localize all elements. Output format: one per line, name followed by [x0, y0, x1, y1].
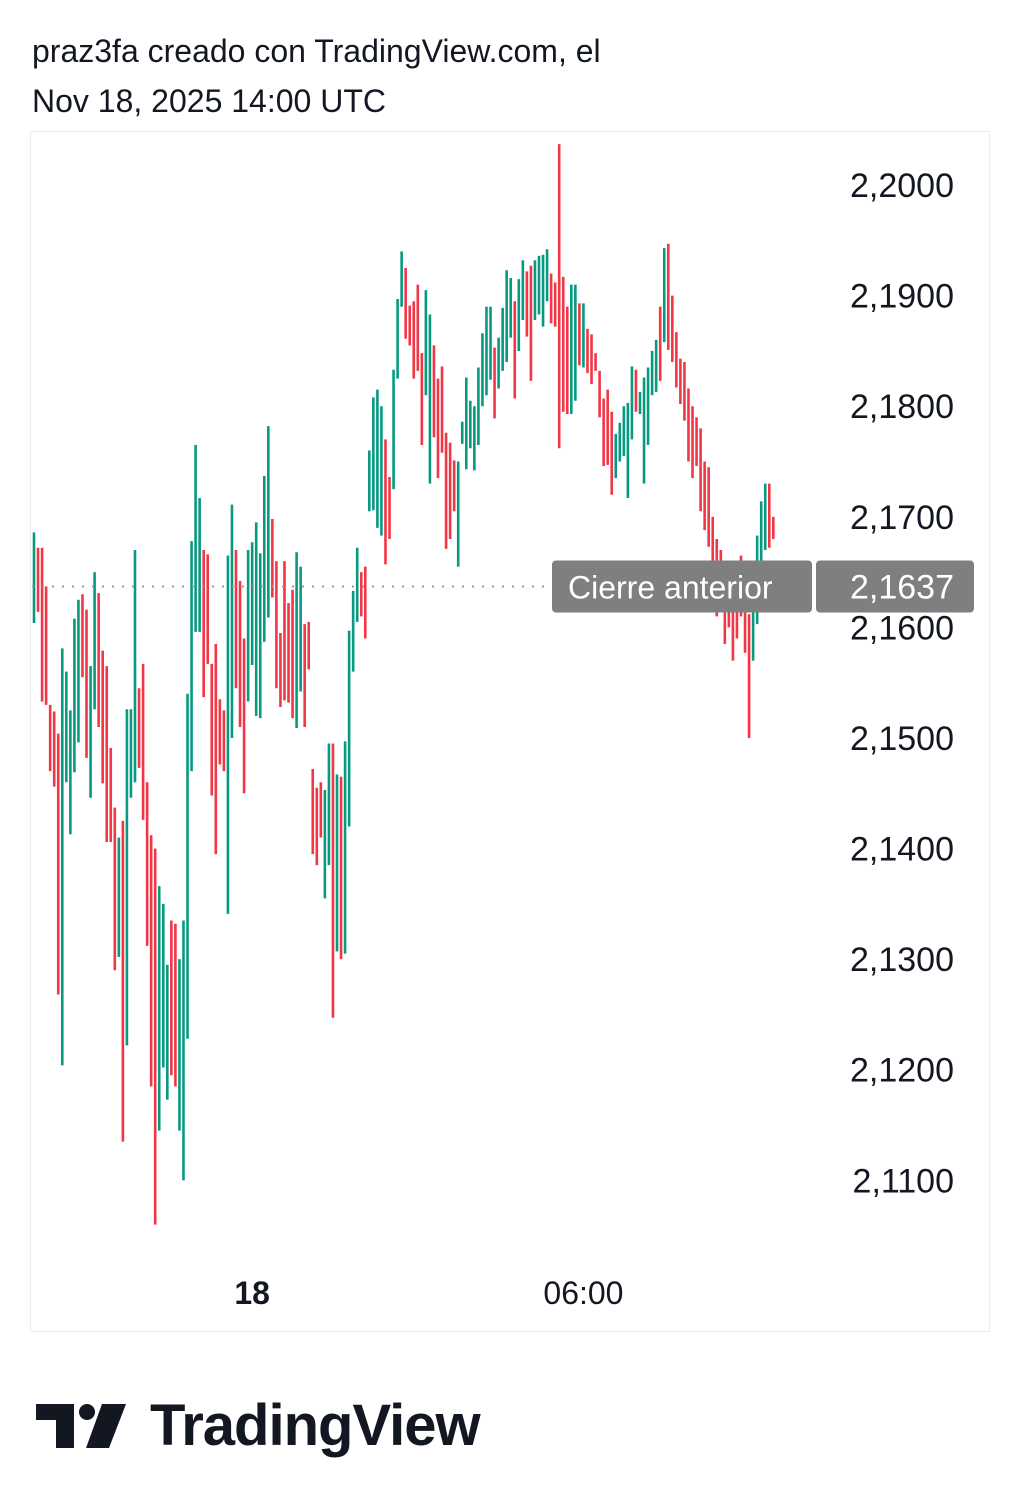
bars-layer: [32, 144, 775, 1225]
previous-close-label: Cierre anterior 2,1637: [552, 560, 974, 613]
previous-close-value-box: [816, 560, 974, 613]
brand-name: TradingView: [150, 1393, 481, 1458]
time-axis: 18 06:00: [234, 1275, 623, 1311]
price-tick-label: 2,1400: [850, 831, 954, 869]
price-tick-label: 2,1300: [850, 941, 954, 979]
price-tick-label: 2,1500: [850, 720, 954, 758]
time-tick-label: 18: [234, 1275, 270, 1311]
price-tick-label: 2,1800: [850, 388, 954, 426]
previous-close-name-box: [552, 560, 812, 613]
tradingview-logo[interactable]: TradingView: [36, 1392, 481, 1459]
price-axis: 2,2000 2,1900 2,1800 2,1700 2,1600 2,1500 2,14…: [850, 167, 954, 1200]
header-date-line: Nov 18, 2025 14:00 UTC: [32, 83, 386, 119]
price-tick-label: 2,1100: [853, 1162, 954, 1200]
price-tick-label: 2,1700: [850, 499, 954, 537]
price-tick-label: 2,1600: [850, 609, 954, 647]
previous-close-value-text: 2,1637: [850, 568, 954, 606]
price-tick-label: 2,2000: [850, 167, 954, 205]
chart-frame: [30, 131, 990, 1332]
price-tick-label: 2,1200: [850, 1052, 954, 1090]
header-author-line: praz3fa creado con TradingView.com, el: [32, 33, 601, 69]
time-tick-label: 06:00: [543, 1275, 623, 1311]
previous-close-name-text: Cierre anterior: [568, 569, 773, 605]
tradingview-logo-icon: [36, 1403, 126, 1448]
chart-header: praz3fa creado con TradingView.com, el N…: [32, 26, 601, 126]
price-tick-label: 2,1900: [850, 278, 954, 316]
